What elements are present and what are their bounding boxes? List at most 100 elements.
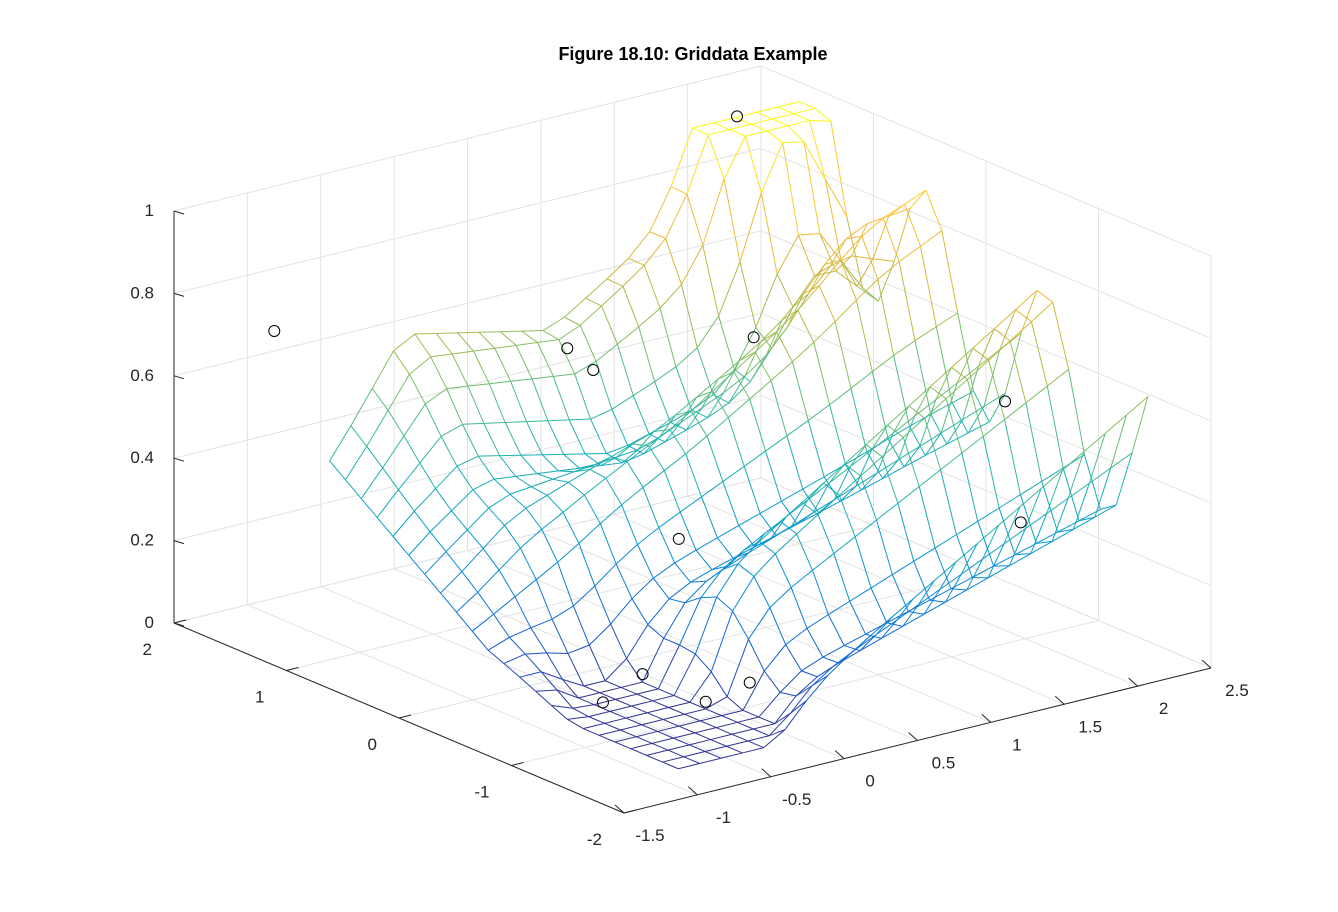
mesh-edge (467, 385, 485, 424)
mesh-edge (567, 716, 589, 720)
mesh-edge (540, 671, 558, 691)
mesh-edge (966, 577, 989, 591)
mesh-edge (606, 257, 629, 280)
mesh-edge (785, 627, 808, 646)
sample-point-marker (743, 676, 756, 689)
mesh-edge (935, 326, 953, 403)
mesh-edge (553, 373, 575, 377)
mesh-edge (541, 529, 559, 563)
mesh-edge (918, 469, 941, 487)
mesh-edge (616, 443, 633, 458)
mesh-edge (674, 549, 697, 564)
mesh-edge (897, 503, 915, 562)
mesh-edge (668, 707, 685, 715)
mesh-edge (573, 585, 596, 607)
mesh-edge (414, 333, 432, 358)
mesh-edge (744, 354, 767, 377)
mesh-edge (526, 421, 543, 455)
mesh-edge (809, 120, 826, 180)
mesh-edge (748, 607, 771, 640)
mesh-edge (753, 723, 775, 730)
mesh-edge (807, 404, 830, 421)
mesh-edge (812, 553, 835, 571)
mesh-edge (955, 543, 978, 563)
mesh-edge (519, 671, 542, 678)
mesh-edge (898, 261, 916, 341)
mesh-edge (590, 418, 607, 454)
mesh-edge (726, 639, 749, 697)
mesh-edge (473, 350, 490, 384)
mesh-edge (601, 285, 624, 307)
mesh-edge (414, 332, 437, 335)
mesh-edge (957, 312, 975, 392)
mesh-edge (658, 688, 675, 697)
mesh-edge (893, 340, 916, 356)
mesh-edge (862, 287, 879, 302)
mesh-edge (424, 403, 442, 437)
mesh-edge (893, 355, 910, 427)
mesh-edge (903, 454, 926, 468)
mesh-edge (881, 619, 898, 639)
mesh-edge (574, 373, 592, 420)
mesh-edge (711, 565, 728, 571)
mesh-edge (456, 591, 479, 613)
mesh-edge (457, 332, 474, 352)
mesh-edge (763, 670, 781, 693)
sample-point-marker (596, 696, 609, 709)
mesh-edge (695, 537, 718, 551)
mesh-edge (689, 671, 712, 703)
mesh-edge (542, 316, 565, 331)
mesh-edge (870, 587, 888, 624)
mesh-edge (779, 670, 802, 693)
mesh-edge (685, 407, 703, 431)
mesh-edge (637, 527, 660, 545)
mesh-edge (701, 392, 724, 409)
mesh-edge (870, 574, 893, 589)
mesh-edge (615, 693, 637, 700)
mesh-edge (766, 130, 783, 143)
mesh-edge (637, 431, 655, 450)
mesh-edge (617, 326, 640, 345)
mesh-edge (817, 514, 835, 554)
mesh-edge (754, 331, 777, 353)
mesh-edge (494, 475, 516, 480)
mesh-edge (940, 469, 957, 535)
mesh-edge (583, 722, 605, 730)
mesh-edge (973, 390, 990, 423)
mesh-edge (664, 429, 687, 443)
mesh-edge (977, 521, 995, 567)
mesh-edge (811, 675, 828, 687)
mesh-edge (749, 380, 772, 400)
mesh-edge (690, 569, 713, 583)
mesh-edge (924, 432, 942, 456)
mesh-edge (679, 511, 697, 551)
mesh-edge (1088, 433, 1106, 484)
mesh-edge (500, 330, 522, 333)
mesh-edge (393, 350, 410, 375)
mesh-edge (641, 638, 665, 683)
mesh-edge (1131, 396, 1149, 454)
mesh-edge (1015, 290, 1038, 311)
z-tick-mark (173, 210, 185, 215)
mesh-edge (516, 342, 538, 346)
mesh-edge (445, 551, 463, 572)
mesh-edge (344, 446, 368, 480)
side-wall-grid-line (760, 312, 1212, 504)
mesh-edge (558, 467, 580, 472)
mesh-edge (951, 402, 969, 434)
mesh-edge (877, 261, 900, 280)
mesh-edge (758, 692, 781, 718)
mesh-edge (585, 297, 602, 307)
mesh-edge (583, 680, 606, 687)
mesh-edge (844, 645, 861, 652)
mesh-edge (659, 414, 676, 438)
mesh-edge (595, 343, 618, 362)
y-tick-label: -1 (474, 783, 489, 802)
mesh-edge (871, 371, 889, 440)
mesh-edge (631, 700, 653, 707)
mesh-edge (934, 534, 957, 549)
mesh-edge (547, 420, 565, 455)
mesh-edge (835, 270, 858, 287)
mesh-edge (360, 467, 384, 499)
mesh-edge (440, 423, 463, 437)
